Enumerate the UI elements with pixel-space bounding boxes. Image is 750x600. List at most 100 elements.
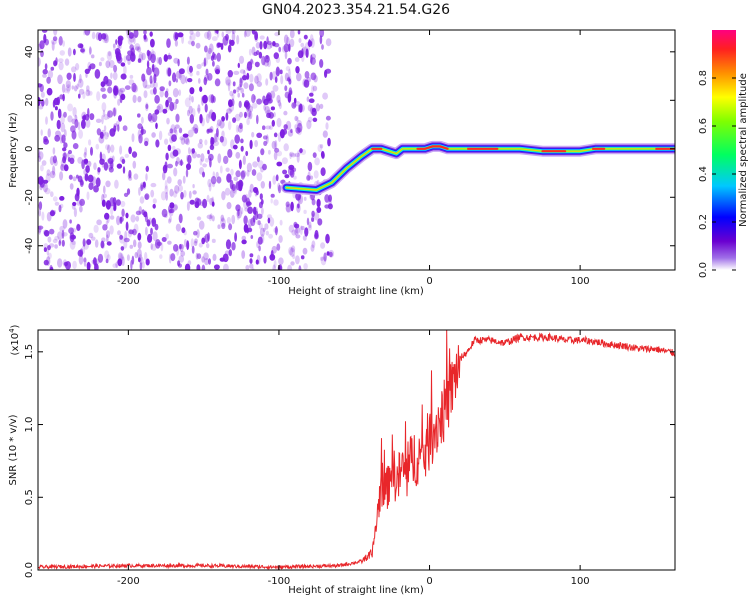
noise-speck <box>241 239 247 245</box>
noise-speck <box>239 111 243 118</box>
noise-speck <box>168 80 172 87</box>
noise-speck <box>71 118 76 125</box>
noise-speck <box>302 247 308 255</box>
noise-speck <box>287 264 292 270</box>
noise-speck <box>105 144 110 151</box>
noise-speck <box>201 95 204 106</box>
noise-speck <box>256 254 261 265</box>
noise-speck <box>245 105 250 112</box>
noise-speck <box>109 215 115 220</box>
noise-speck <box>104 212 110 220</box>
noise-speck <box>288 224 295 233</box>
noise-speck <box>263 255 267 264</box>
noise-speck <box>307 161 313 172</box>
noise-speck <box>311 85 315 94</box>
noise-speck <box>44 187 51 195</box>
noise-speck <box>260 166 264 173</box>
noise-speck <box>99 151 103 161</box>
noise-speck <box>177 32 184 38</box>
snr-x-ticks: -200 -100 0 100 <box>117 330 590 587</box>
noise-speck <box>258 245 261 252</box>
noise-speck <box>162 171 166 181</box>
noise-speck <box>93 260 98 270</box>
noise-speck <box>265 55 269 60</box>
snr-panel: -200 -100 0 100 0.0 0.5 1.0 1.5 Height of stra… <box>8 324 676 596</box>
noise-speck <box>135 210 142 216</box>
noise-speck <box>130 259 133 270</box>
noise-speck <box>78 93 81 99</box>
noise-speck <box>203 235 207 242</box>
noise-speck <box>285 120 292 131</box>
noise-speck <box>212 60 215 67</box>
noise-speck <box>308 221 312 229</box>
noise-speck <box>251 93 256 104</box>
noise-speck <box>70 234 76 240</box>
noise-speck <box>260 181 265 189</box>
noise-speck <box>97 253 104 263</box>
noise-speck <box>129 74 134 79</box>
noise-speck <box>107 157 114 165</box>
noise-speck <box>197 142 203 149</box>
noise-speck <box>325 122 329 130</box>
noise-speck <box>52 165 56 176</box>
noise-speck <box>228 102 235 112</box>
noise-speck <box>175 113 180 123</box>
noise-speck <box>227 148 233 158</box>
noise-speck <box>59 94 64 100</box>
noise-speck <box>72 260 77 270</box>
noise-speck <box>71 85 75 90</box>
noise-speck <box>67 47 72 57</box>
noise-speck <box>259 227 265 237</box>
noise-speck <box>63 111 67 118</box>
noise-speck <box>40 164 44 172</box>
noise-speck <box>211 238 216 243</box>
noise-speck <box>52 36 58 42</box>
noise-speck <box>304 227 309 237</box>
noise-speck <box>227 44 232 53</box>
noise-speck <box>87 174 94 183</box>
noise-speck <box>234 232 238 242</box>
noise-speck <box>186 65 192 75</box>
noise-speck <box>180 250 186 257</box>
noise-speck <box>40 129 43 136</box>
noise-speck <box>183 239 188 247</box>
noise-speck <box>57 231 63 240</box>
colorbar-ticks: 0.0 0.2 0.4 0.6 0.8 <box>698 70 736 278</box>
noise-speck <box>189 35 192 41</box>
noise-speck <box>239 122 243 130</box>
noise-speck <box>295 234 301 239</box>
noise-speck <box>116 215 121 226</box>
noise-speck <box>293 175 297 180</box>
noise-speck <box>272 264 276 270</box>
snr-frame <box>37 329 676 571</box>
noise-speck <box>265 134 269 144</box>
noise-speck <box>105 200 111 210</box>
noise-speck <box>83 175 87 181</box>
noise-speck <box>324 69 328 78</box>
noise-speck <box>167 240 172 245</box>
noise-speck <box>283 143 289 152</box>
noise-speck <box>95 177 101 187</box>
noise-speck <box>110 205 114 216</box>
noise-speck <box>216 176 222 184</box>
noise-speck <box>296 72 302 82</box>
noise-speck <box>52 155 58 164</box>
noise-speck <box>290 261 295 266</box>
noise-speck <box>135 46 140 51</box>
noise-speck <box>314 232 319 240</box>
noise-speck <box>137 113 141 118</box>
noise-speck <box>306 175 311 181</box>
noise-speck <box>187 154 192 164</box>
noise-speck <box>95 118 102 124</box>
noise-speck <box>58 204 62 213</box>
noise-speck <box>145 226 148 236</box>
noise-speck <box>166 38 171 48</box>
noise-speck <box>234 113 241 122</box>
noise-speck <box>320 167 326 177</box>
noise-speck <box>117 124 120 132</box>
noise-speck <box>161 237 167 242</box>
noise-speck <box>106 241 112 246</box>
noise-speck <box>306 96 310 102</box>
noise-speck <box>256 156 260 163</box>
noise-speck <box>117 252 123 261</box>
